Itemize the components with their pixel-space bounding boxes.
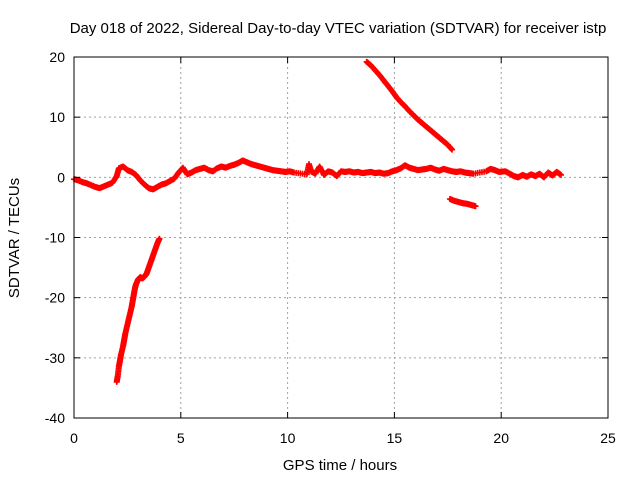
y-axis-label: SDTVAR / TECUs bbox=[6, 178, 23, 298]
data-points bbox=[71, 58, 565, 385]
series-early-rising bbox=[113, 235, 163, 385]
data-point bbox=[449, 146, 456, 153]
y-tick-label: -30 bbox=[45, 350, 65, 366]
x-tick-label: 5 bbox=[177, 430, 185, 446]
series-upper-descending bbox=[363, 58, 456, 153]
y-tick-label: -40 bbox=[45, 410, 65, 426]
x-tick-label: 0 bbox=[70, 430, 78, 446]
y-tick-label: 20 bbox=[49, 49, 65, 65]
data-point bbox=[472, 203, 479, 210]
x-tick-label: 20 bbox=[493, 430, 509, 446]
y-tick-label: 10 bbox=[49, 109, 65, 125]
axis-ticks: 0 5 10 15 20 25 -40 -30 -20 -10 0 10 20 bbox=[45, 49, 616, 446]
x-tick-label: 25 bbox=[600, 430, 616, 446]
y-tick-label: -10 bbox=[45, 230, 65, 246]
x-axis-label: GPS time / hours bbox=[283, 457, 397, 474]
y-tick-label: -20 bbox=[45, 290, 65, 306]
x-tick-label: 10 bbox=[280, 430, 296, 446]
series-main bbox=[71, 157, 565, 193]
series-lower-short bbox=[446, 195, 479, 210]
chart-title: Day 018 of 2022, Sidereal Day-to-day VTE… bbox=[70, 20, 607, 37]
y-tick-label: 0 bbox=[57, 169, 65, 185]
data-point bbox=[558, 171, 565, 178]
x-tick-label: 15 bbox=[387, 430, 403, 446]
data-point bbox=[156, 235, 163, 242]
